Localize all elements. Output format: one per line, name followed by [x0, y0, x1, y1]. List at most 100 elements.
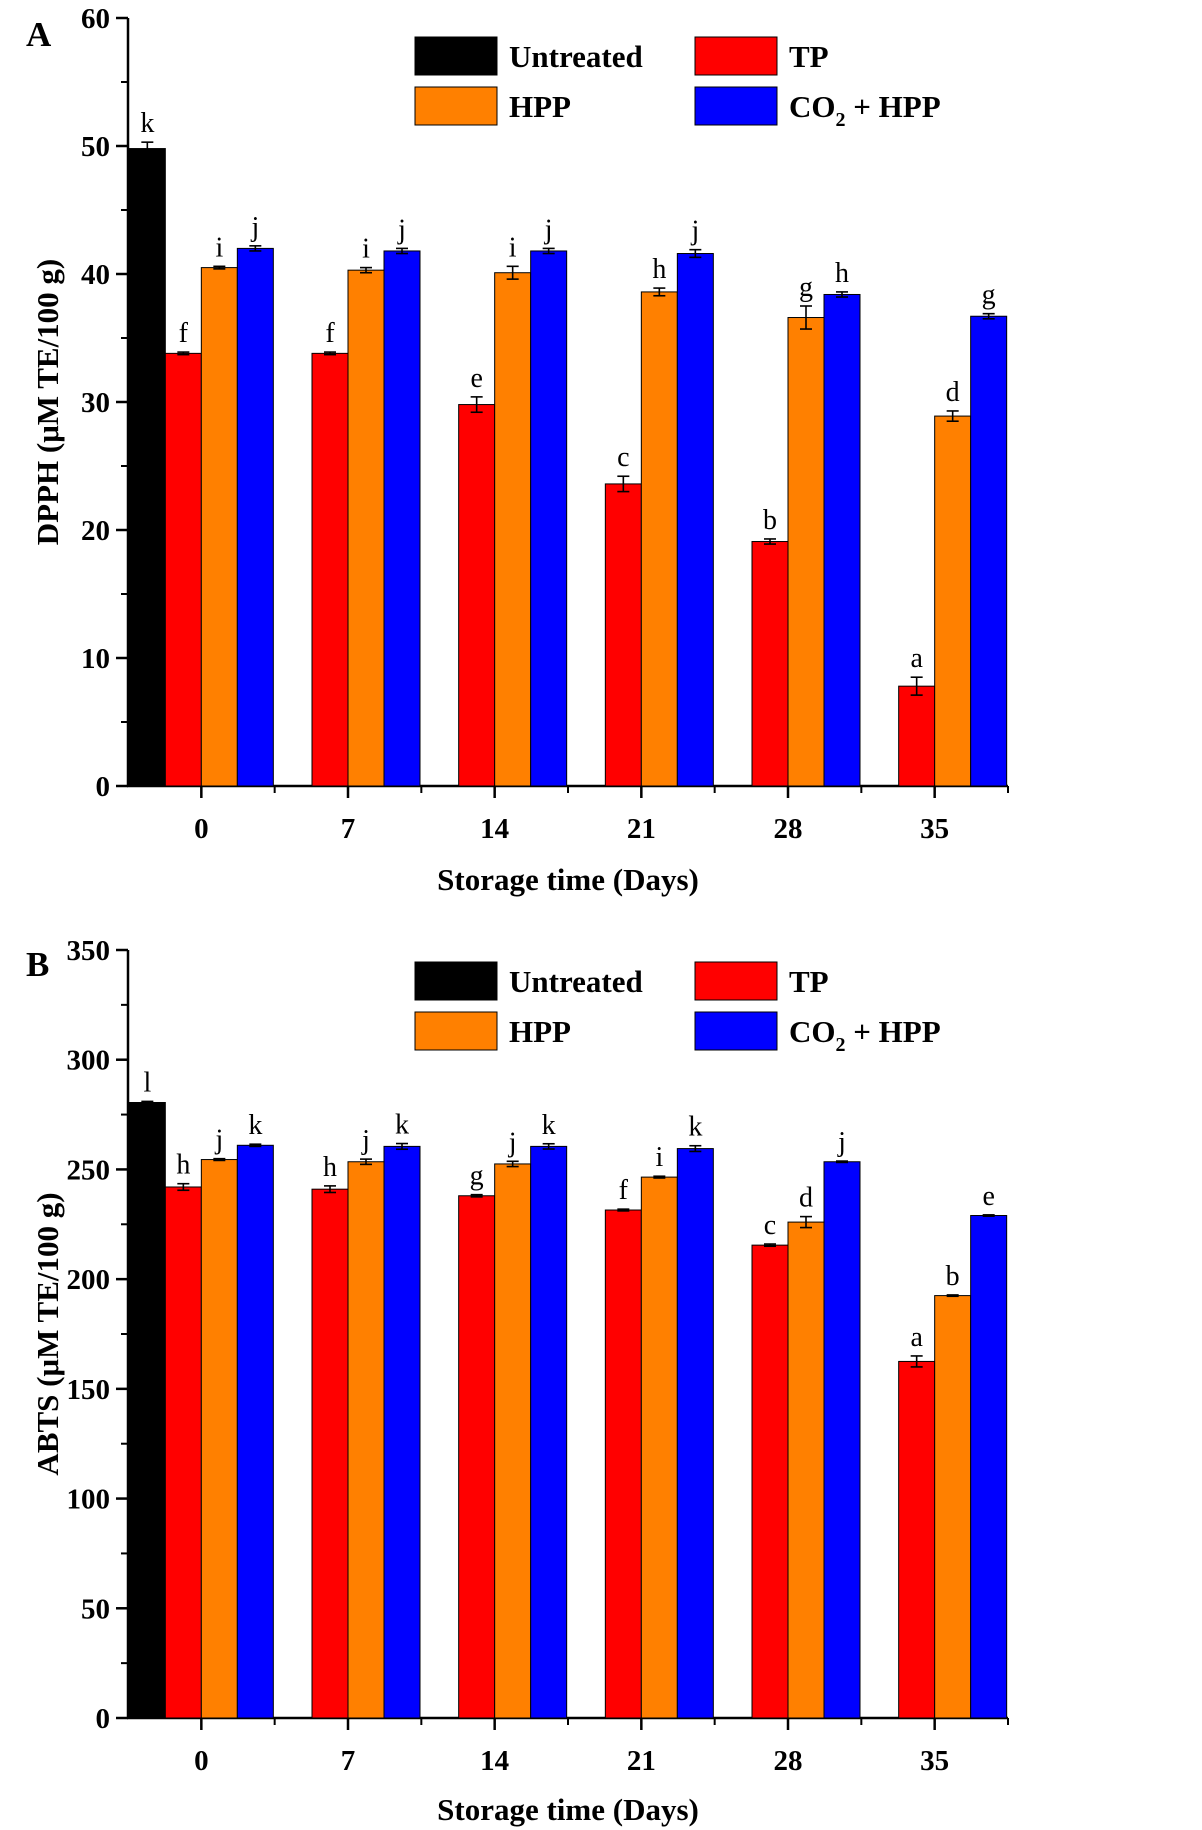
significance-letter: i [655, 1142, 663, 1173]
bar-hpp [347, 269, 385, 787]
y-tick-label: 300 [67, 1045, 111, 1077]
bar-tp [751, 1244, 789, 1719]
y-tick-label: 150 [67, 1374, 111, 1406]
significance-letter: g [799, 272, 813, 303]
x-tick-label: 7 [341, 813, 356, 845]
legend-label: TP [789, 39, 829, 74]
significance-letter: a [910, 643, 923, 674]
y-tick-label: 250 [67, 1154, 111, 1186]
legend-swatch [414, 36, 498, 76]
significance-letter: k [542, 1110, 556, 1141]
significance-letter: j [250, 212, 259, 243]
x-tick-label: 28 [774, 813, 803, 845]
bar-tp [604, 1209, 642, 1719]
bar-cohpp [676, 1148, 714, 1719]
legend-swatch [694, 961, 778, 1001]
significance-letter: k [140, 108, 154, 139]
significance-letter: c [764, 1210, 776, 1241]
bar-cohpp [383, 1145, 421, 1719]
significance-letter: f [325, 318, 335, 349]
legend-label: HPP [509, 1014, 571, 1049]
bar-tp [458, 1195, 496, 1719]
significance-letter: i [215, 232, 223, 263]
significance-letter: h [652, 254, 666, 285]
bar-hpp [934, 1295, 972, 1719]
significance-letter: j [397, 214, 406, 245]
panel-label: B [26, 945, 49, 984]
significance-letter: j [361, 1125, 370, 1156]
x-tick-label: 0 [194, 813, 209, 845]
bar-untreated [128, 1102, 166, 1719]
bar-cohpp [823, 1161, 861, 1719]
legend-swatch [694, 36, 778, 76]
significance-letter: g [982, 280, 996, 311]
significance-letter: i [362, 234, 370, 265]
legend-label: Untreated [509, 964, 643, 999]
significance-letter: j [837, 1127, 846, 1158]
bar-hpp [787, 1221, 825, 1719]
significance-letter: k [248, 1110, 262, 1141]
significance-letter: d [799, 1183, 813, 1214]
y-tick-label: 20 [81, 515, 110, 547]
x-tick-label: 14 [480, 813, 509, 845]
significance-letter: f [179, 318, 189, 349]
bar-cohpp [236, 247, 274, 787]
bar-cohpp [383, 250, 421, 787]
legend-swatch [414, 961, 498, 1001]
bar-tp [751, 541, 789, 787]
significance-letter: b [946, 1261, 960, 1292]
significance-letter: k [688, 1112, 702, 1143]
panel-label: A [26, 15, 52, 54]
legend-label: Untreated [509, 39, 643, 74]
legend-swatch [414, 1011, 498, 1051]
significance-letter: f [619, 1175, 629, 1206]
x-tick-label: 21 [627, 1745, 656, 1777]
y-tick-label: 60 [81, 3, 110, 35]
bar-cohpp [530, 1145, 568, 1719]
y-tick-label: 0 [96, 1703, 111, 1735]
y-tick-label: 50 [81, 1593, 110, 1625]
bar-cohpp [823, 293, 861, 787]
y-tick-label: 50 [81, 131, 110, 163]
bar-hpp [494, 272, 532, 787]
bar-tp [164, 1186, 202, 1719]
bar-tp [311, 352, 349, 787]
bar-tp [898, 685, 936, 787]
significance-letter: c [617, 442, 629, 473]
legend-label: HPP [509, 89, 571, 124]
x-tick-label: 35 [920, 1745, 949, 1777]
significance-letter: k [395, 1110, 409, 1141]
significance-letter: h [176, 1150, 190, 1181]
legend-swatch [694, 1011, 778, 1051]
y-tick-label: 0 [96, 771, 111, 803]
significance-letter: j [690, 216, 699, 247]
y-axis-title: DPPH (μM TE/100 g) [30, 259, 65, 546]
bar-hpp [934, 415, 972, 787]
y-tick-label: 350 [67, 935, 111, 967]
significance-letter: d [946, 377, 960, 408]
bar-hpp [200, 267, 238, 787]
bar-hpp [787, 317, 825, 787]
y-tick-label: 30 [81, 387, 110, 419]
significance-letter: h [835, 258, 849, 289]
significance-letter: e [982, 1181, 994, 1212]
bar-hpp [347, 1161, 385, 1719]
significance-letter: e [470, 363, 482, 394]
bar-cohpp [236, 1144, 274, 1719]
bar-hpp [494, 1163, 532, 1719]
bar-hpp [640, 1176, 678, 1719]
significance-letter: j [544, 214, 553, 245]
x-tick-label: 14 [480, 1745, 509, 1777]
significance-letter: i [509, 232, 517, 263]
bar-tp [164, 352, 202, 787]
bar-tp [898, 1360, 936, 1719]
bar-cohpp [676, 253, 714, 787]
bar-cohpp [970, 1215, 1008, 1719]
x-tick-label: 0 [194, 1745, 209, 1777]
y-axis-title: ABTS (μM TE/100 g) [30, 1192, 65, 1475]
bar-cohpp [970, 315, 1008, 787]
significance-letter: a [910, 1322, 923, 1353]
legend-label: CO2 + HPP [789, 89, 941, 131]
